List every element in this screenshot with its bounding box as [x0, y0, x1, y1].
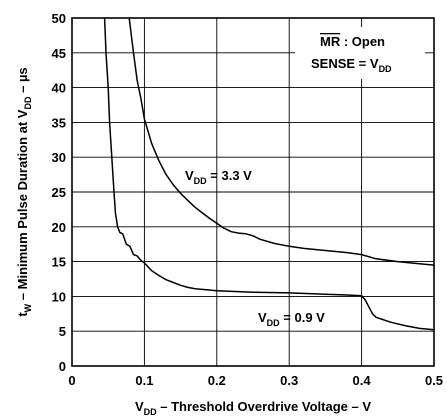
sense-subscript: DD	[379, 64, 392, 74]
series-label-0v9: VDD = 0.9 V	[258, 310, 325, 328]
series-label-0v9-v: V	[258, 310, 267, 325]
series-label-3v3-v: V	[185, 168, 194, 183]
plot-frame	[71, 17, 435, 367]
y-axis-title: tW – Minimum Pulse Duration at VDD – µs	[15, 67, 33, 316]
x-tick-label: 0.4	[353, 373, 372, 388]
mr-open-text: : Open	[340, 34, 385, 49]
y-axis-title-sub1: W	[23, 303, 33, 312]
conditions-mr-line: MR : Open	[320, 34, 385, 49]
mr-overbar-text: MR	[320, 34, 341, 49]
conditions-box	[295, 27, 425, 79]
x-axis-title-sub: DD	[144, 407, 157, 417]
y-tick-label: 20	[52, 220, 66, 235]
series-lines	[103, 17, 435, 331]
y-tick-label: 15	[52, 255, 66, 270]
series-label-3v3-rest: = 3.3 V	[207, 168, 252, 183]
sense-text: SENSE = V	[311, 56, 379, 71]
grid	[71, 17, 435, 367]
x-tick-label: 0.5	[425, 373, 443, 388]
y-axis-title-post: – µs	[15, 67, 30, 96]
x-tick-label: 0.1	[135, 373, 153, 388]
y-tick-label: 50	[52, 11, 66, 26]
x-axis-title-v: V	[135, 399, 144, 414]
series-label-3v3: VDD = 3.3 V	[185, 168, 252, 186]
y-tick-label: 45	[52, 46, 66, 61]
x-tick-label: 0.2	[208, 373, 226, 388]
conditions-sense-line: SENSE = VDD	[311, 56, 392, 74]
y-tick-label: 0	[59, 359, 66, 374]
y-axis-title-t: t	[15, 312, 30, 317]
series-label-0v9-rest: = 0.9 V	[280, 310, 325, 325]
y-axis-title-sub2: DD	[23, 96, 33, 109]
tick-labels: 0 0.1 0.2 0.3 0.4 0.5 0 5 10 15 20 25 30 35 40 45 50	[52, 11, 444, 388]
series-line-vdd-0v9	[103, 17, 435, 331]
x-tick-label: 0.3	[280, 373, 298, 388]
y-tick-label: 5	[59, 324, 66, 339]
series-label-0v9-sub: DD	[267, 318, 280, 328]
x-tick-label: 0	[68, 373, 75, 388]
x-axis-title: VDD – Threshold Overdrive Voltage – V	[135, 399, 371, 417]
y-axis-title-mid: – Minimum Pulse Duration at V	[15, 109, 30, 304]
x-axis-title-rest: – Threshold Overdrive Voltage – V	[157, 399, 372, 414]
y-tick-label: 35	[52, 115, 66, 130]
series-label-3v3-sub: DD	[194, 176, 207, 186]
y-tick-label: 40	[52, 81, 66, 96]
series-line-vdd-3v3	[128, 17, 435, 266]
y-tick-label: 30	[52, 150, 66, 165]
y-tick-label: 10	[52, 289, 66, 304]
y-tick-label: 25	[52, 185, 66, 200]
